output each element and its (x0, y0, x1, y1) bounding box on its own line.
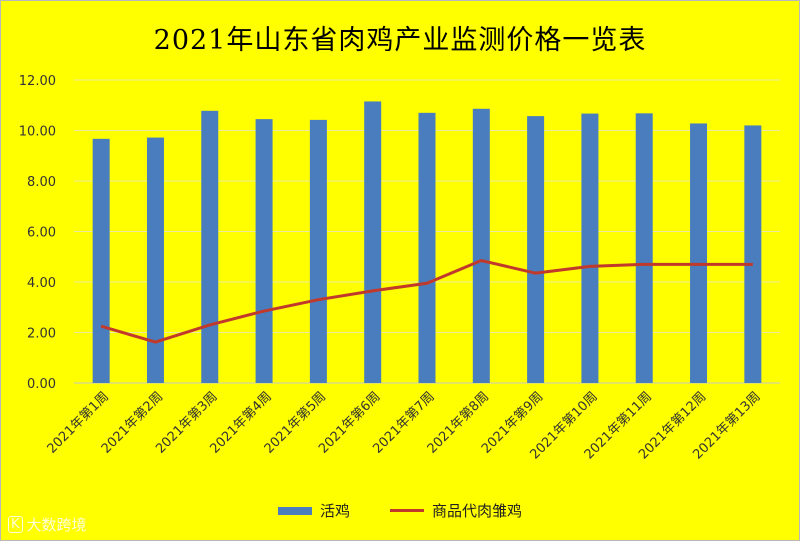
watermark: K 大数跨境 (8, 514, 87, 535)
chart-legend: 活鸡 商品代肉雏鸡 (0, 500, 800, 521)
bar (201, 110, 219, 384)
bar (255, 119, 273, 383)
y-tick-label: 0.00 (27, 377, 56, 392)
bar (309, 119, 327, 384)
legend-item-line: 商品代肉雏鸡 (390, 500, 522, 521)
y-tick-label: 4.00 (27, 276, 56, 291)
legend-bar-swatch (277, 506, 312, 515)
logo-icon: K (8, 516, 23, 533)
bar (690, 123, 708, 384)
y-tick-label: 10.00 (19, 125, 56, 140)
bar (744, 125, 762, 383)
bar (581, 113, 599, 384)
y-tick-label: 12.00 (19, 74, 56, 89)
watermark-text: 大数跨境 (26, 516, 87, 534)
legend-line-label: 商品代肉雏鸡 (432, 502, 523, 520)
legend-line-swatch (390, 509, 424, 512)
y-tick-label: 6.00 (27, 226, 56, 241)
bar (364, 101, 382, 384)
bar (527, 116, 545, 384)
y-tick-label: 2.00 (27, 327, 56, 342)
bar (635, 113, 653, 383)
bar (146, 137, 164, 383)
bar (472, 108, 490, 383)
bar (418, 112, 436, 383)
chart-title: 2021年山东省肉鸡产业监测价格一览表 (153, 25, 647, 56)
y-tick-label: 8.00 (27, 175, 56, 190)
legend-bar-label: 活鸡 (319, 502, 350, 520)
legend-item-bar: 活鸡 (277, 500, 350, 521)
bar (92, 138, 110, 383)
